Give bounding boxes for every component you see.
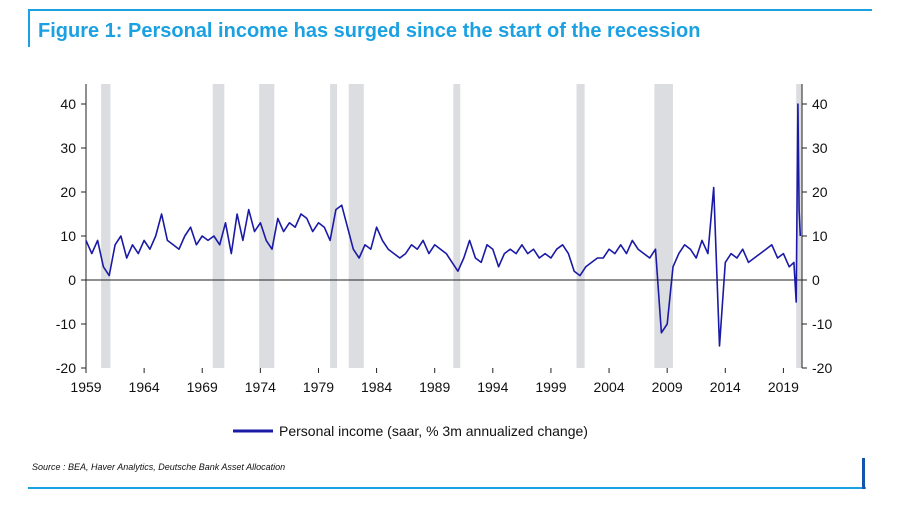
- series-line-personal-income: [85, 103, 802, 347]
- x-tick-label: 1984: [361, 379, 392, 395]
- x-tick-label: 1959: [70, 379, 101, 395]
- frame-bottom-rule: [28, 487, 866, 489]
- right-tick-label: -10: [812, 316, 832, 332]
- right-tick-label: 10: [812, 228, 828, 244]
- x-tick-label: 2004: [593, 379, 624, 395]
- x-tick-label: 2014: [710, 379, 741, 395]
- frame-top-rule: [28, 9, 872, 11]
- legend: Personal income (saar, % 3m annualized c…: [233, 423, 588, 439]
- recession-band-0: [101, 84, 111, 368]
- recession-band-2: [259, 84, 275, 368]
- recession-band-1: [212, 84, 225, 368]
- frame-left-rule: [28, 9, 30, 47]
- series-layer: [85, 103, 802, 347]
- left-tick-label: 30: [60, 140, 76, 156]
- recession-band-6: [576, 84, 585, 368]
- chart-axes: -20 -10 0 10 20 30 40 -20 -10 0 10 20 30 40 1959 1964 19…: [56, 84, 832, 395]
- x-tick-label: 1989: [419, 379, 450, 395]
- x-tick-label: 2009: [652, 379, 683, 395]
- figure-title: Figure 1: Personal income has surged sin…: [38, 20, 701, 42]
- x-tick-label: 2019: [768, 379, 799, 395]
- source-note: Source : BEA, Haver Analytics, Deutsche …: [32, 462, 286, 472]
- x-tick-label: 1979: [303, 379, 334, 395]
- recession-shading: [101, 84, 802, 368]
- frame-right-rule: [862, 458, 865, 489]
- x-tick-label: 1964: [129, 379, 160, 395]
- legend-label: Personal income (saar, % 3m annualized c…: [279, 423, 588, 439]
- right-tick-label: -20: [812, 360, 832, 376]
- x-tick-label: 1999: [535, 379, 566, 395]
- right-tick-label: 20: [812, 184, 828, 200]
- right-tick-label: 0: [812, 272, 820, 288]
- right-tick-label: 40: [812, 96, 828, 112]
- left-tick-label: -10: [56, 316, 76, 332]
- recession-band-4: [348, 84, 364, 368]
- recession-band-7: [654, 84, 673, 368]
- left-tick-label: 20: [60, 184, 76, 200]
- x-tick-label: 1974: [245, 379, 276, 395]
- left-tick-label: 40: [60, 96, 76, 112]
- left-tick-label: 0: [68, 272, 76, 288]
- x-tick-label: 1994: [477, 379, 508, 395]
- x-tick-label: 1969: [187, 379, 218, 395]
- right-tick-label: 30: [812, 140, 828, 156]
- left-tick-label: -20: [56, 360, 76, 376]
- recession-band-5: [453, 84, 461, 368]
- left-tick-label: 10: [60, 228, 76, 244]
